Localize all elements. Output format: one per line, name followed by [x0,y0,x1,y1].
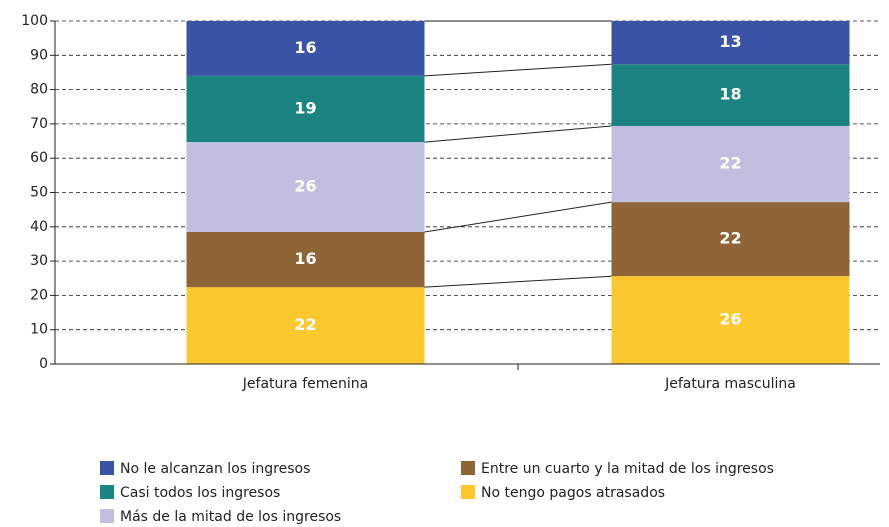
y-tick-label: 90 [30,47,48,63]
value-label: 19 [294,98,316,117]
value-label: 16 [294,38,316,57]
bar-segment [611,64,850,126]
y-tick-label: 10 [30,322,48,338]
legend-label: Casi todos los ingresos [120,485,280,501]
value-label: 22 [719,154,741,173]
value-label: 16 [294,249,316,268]
y-tick-label: 0 [39,356,48,372]
x-tick-label: Jefatura femenina [242,376,368,392]
bar-segment [186,287,425,364]
bar-segment [611,21,850,65]
y-tick-label: 40 [30,219,48,235]
bar-segment [611,276,850,364]
bar-segment [186,231,425,288]
x-tick-label: Jefatura masculina [664,376,796,392]
y-tick-label: 70 [30,116,48,132]
y-tick-label: 50 [30,185,48,201]
legend-swatch [461,461,475,475]
connector [424,275,612,288]
value-label: 26 [719,310,741,329]
legend-swatch [461,485,475,499]
connector [424,125,612,143]
y-tick-label: 60 [30,150,48,166]
bar-segment [611,202,850,277]
legend-label: No tengo pagos atrasados [481,485,665,501]
legend-label: Más de la mitad de los ingresos [120,509,341,525]
connector [424,201,612,233]
bar-segment [186,142,425,232]
y-tick-label: 80 [30,82,48,98]
connector [424,63,612,77]
legend-swatch [100,461,114,475]
value-label: 26 [294,177,316,196]
value-label: 18 [719,85,741,104]
value-label: 22 [294,315,316,334]
bar-segment [186,21,425,76]
bar-segment [186,75,425,143]
legend-swatch [100,509,114,523]
value-label: 22 [719,229,741,248]
y-tick-label: 100 [21,13,48,29]
legend-swatch [100,485,114,499]
legend-label: Entre un cuarto y la mitad de los ingres… [481,461,774,477]
y-tick-label: 30 [30,253,48,269]
legend-label: No le alcanzan los ingresos [120,461,310,477]
y-tick-label: 20 [30,287,48,303]
bar-segment [611,125,850,203]
value-label: 13 [719,32,741,51]
